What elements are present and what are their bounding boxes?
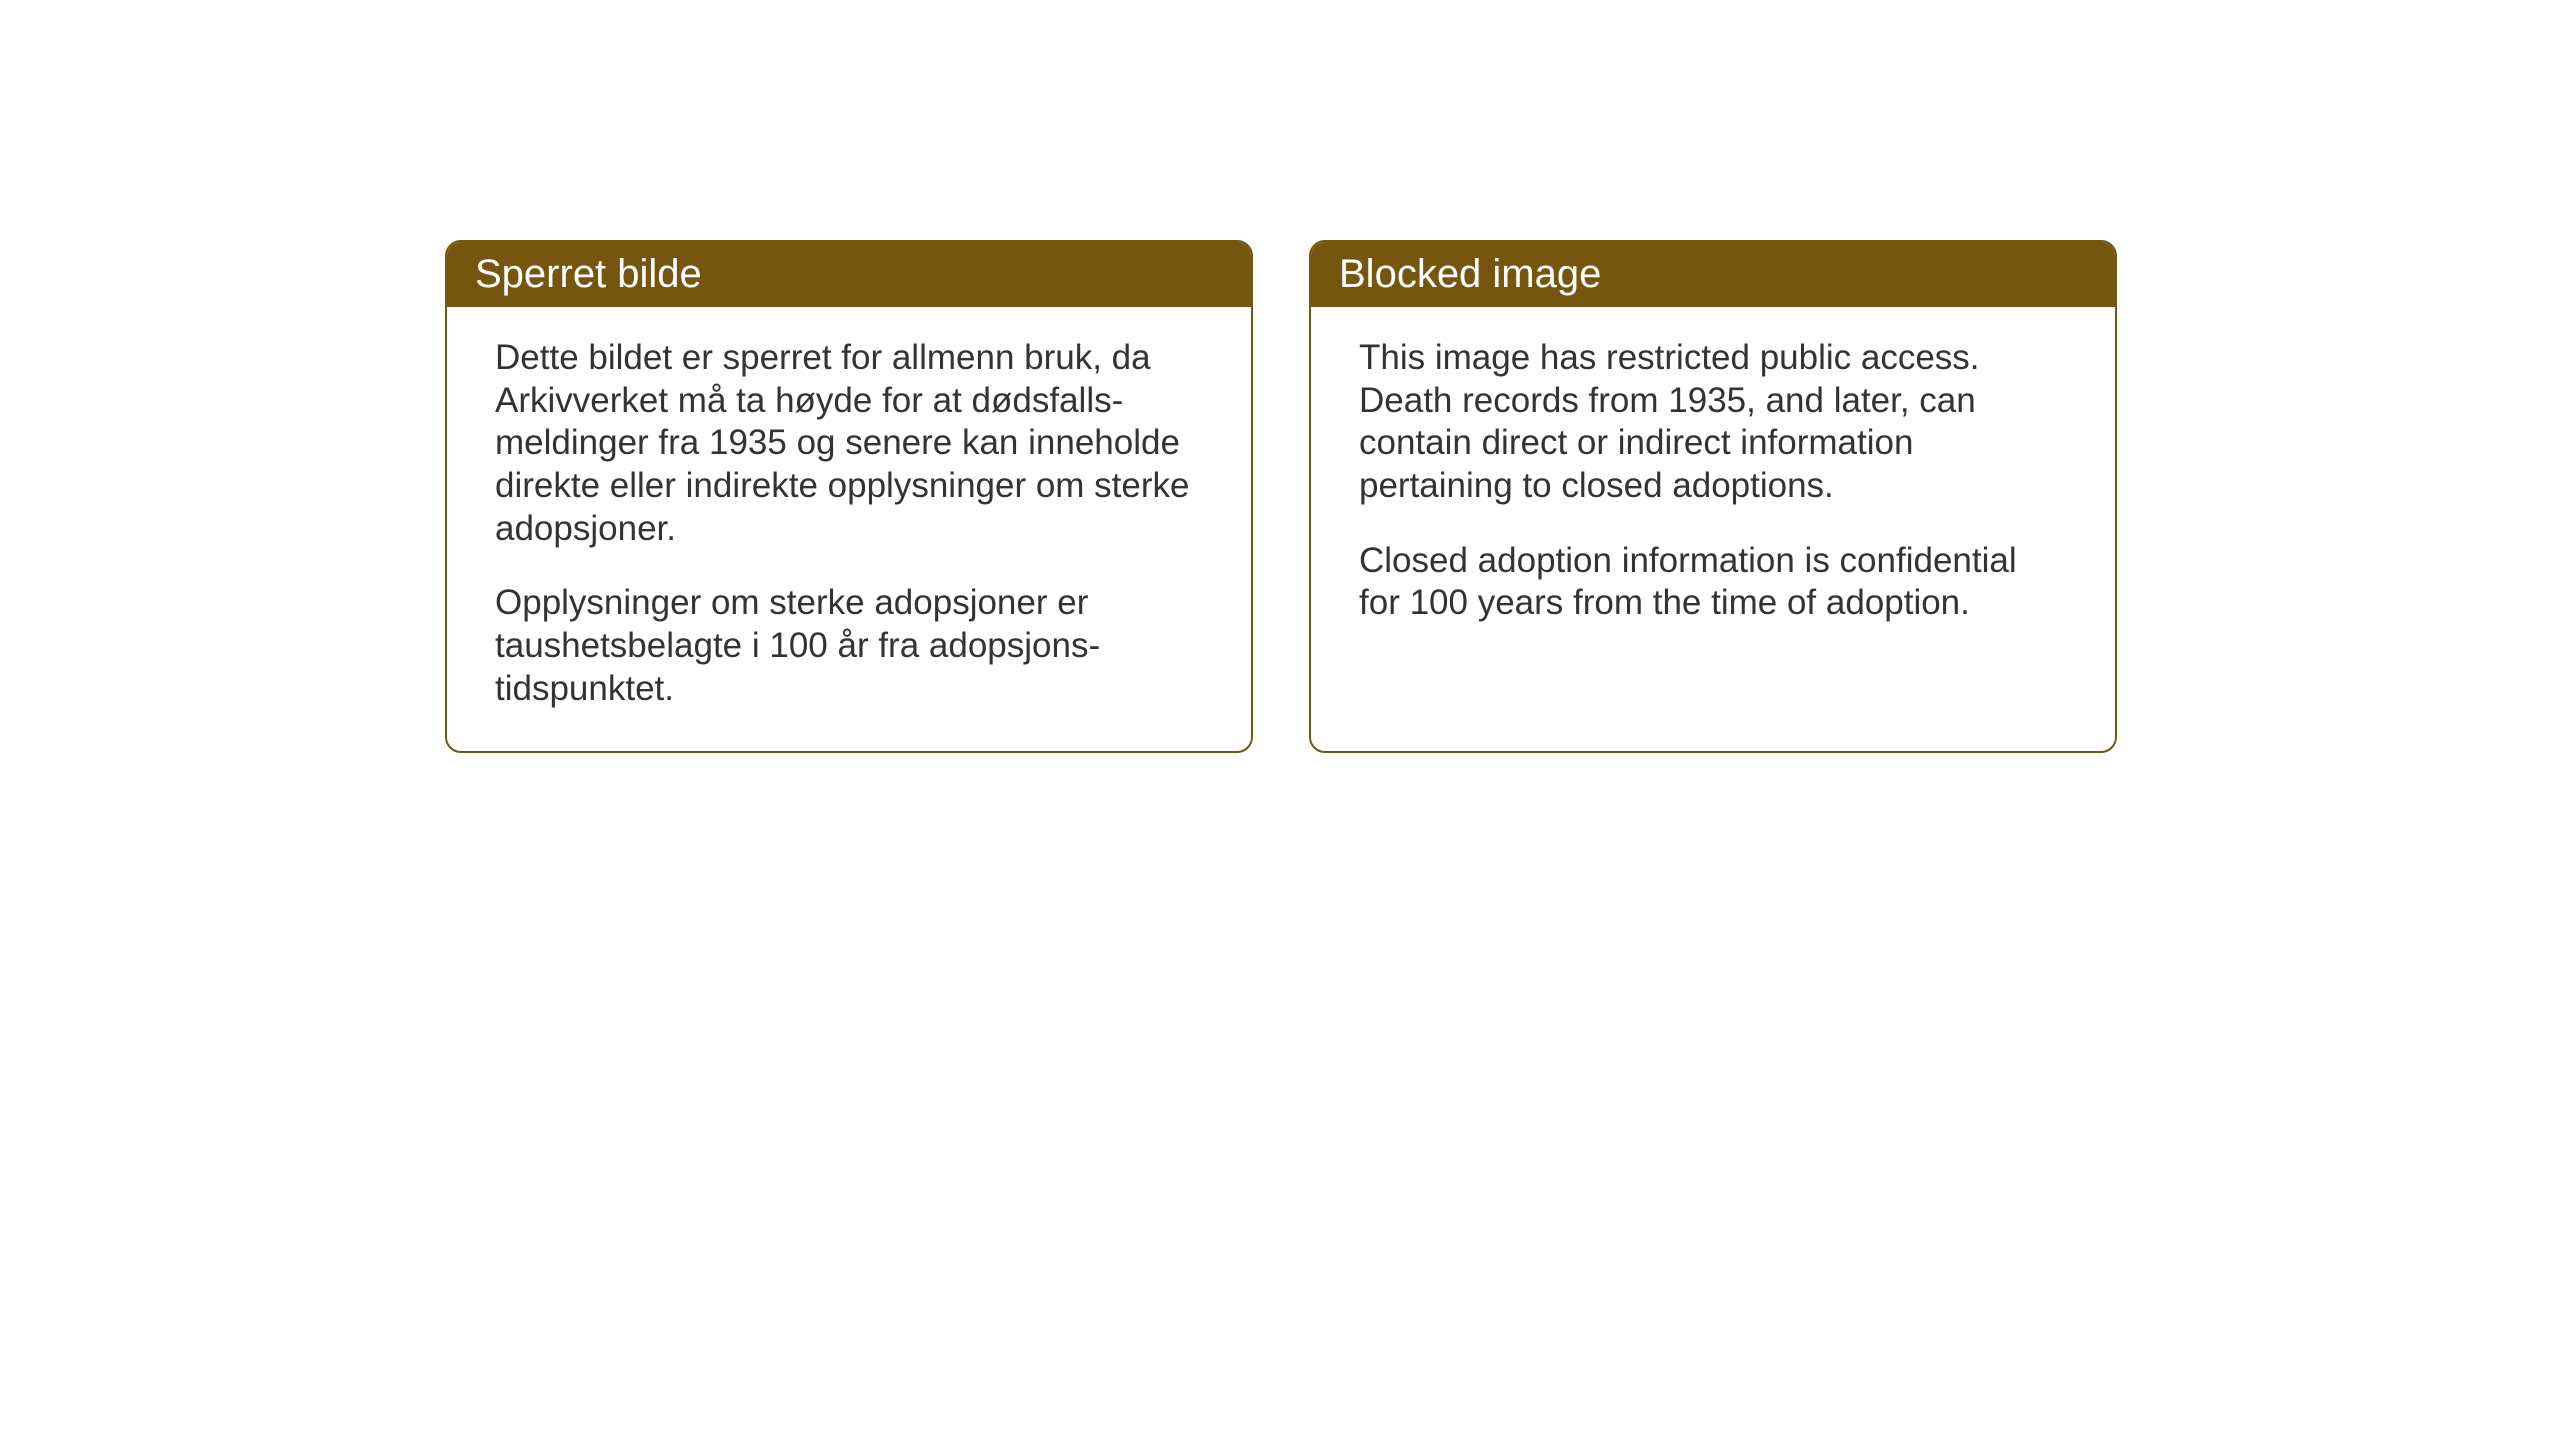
- notice-header-english: Blocked image: [1311, 242, 2115, 307]
- notice-paragraph-1-english: This image has restricted public access.…: [1359, 337, 2067, 508]
- notice-container: Sperret bilde Dette bildet er sperret fo…: [445, 240, 2117, 753]
- notice-header-norwegian: Sperret bilde: [447, 242, 1251, 307]
- notice-paragraph-2-norwegian: Opplysninger om sterke adopsjoner er tau…: [495, 582, 1203, 710]
- notice-paragraph-2-english: Closed adoption information is confident…: [1359, 540, 2067, 625]
- notice-body-norwegian: Dette bildet er sperret for allmenn bruk…: [447, 307, 1251, 751]
- notice-title-english: Blocked image: [1339, 252, 1601, 296]
- notice-card-english: Blocked image This image has restricted …: [1309, 240, 2117, 753]
- notice-body-english: This image has restricted public access.…: [1311, 307, 2115, 751]
- notice-paragraph-1-norwegian: Dette bildet er sperret for allmenn bruk…: [495, 337, 1203, 550]
- notice-card-norwegian: Sperret bilde Dette bildet er sperret fo…: [445, 240, 1253, 753]
- notice-title-norwegian: Sperret bilde: [475, 252, 702, 296]
